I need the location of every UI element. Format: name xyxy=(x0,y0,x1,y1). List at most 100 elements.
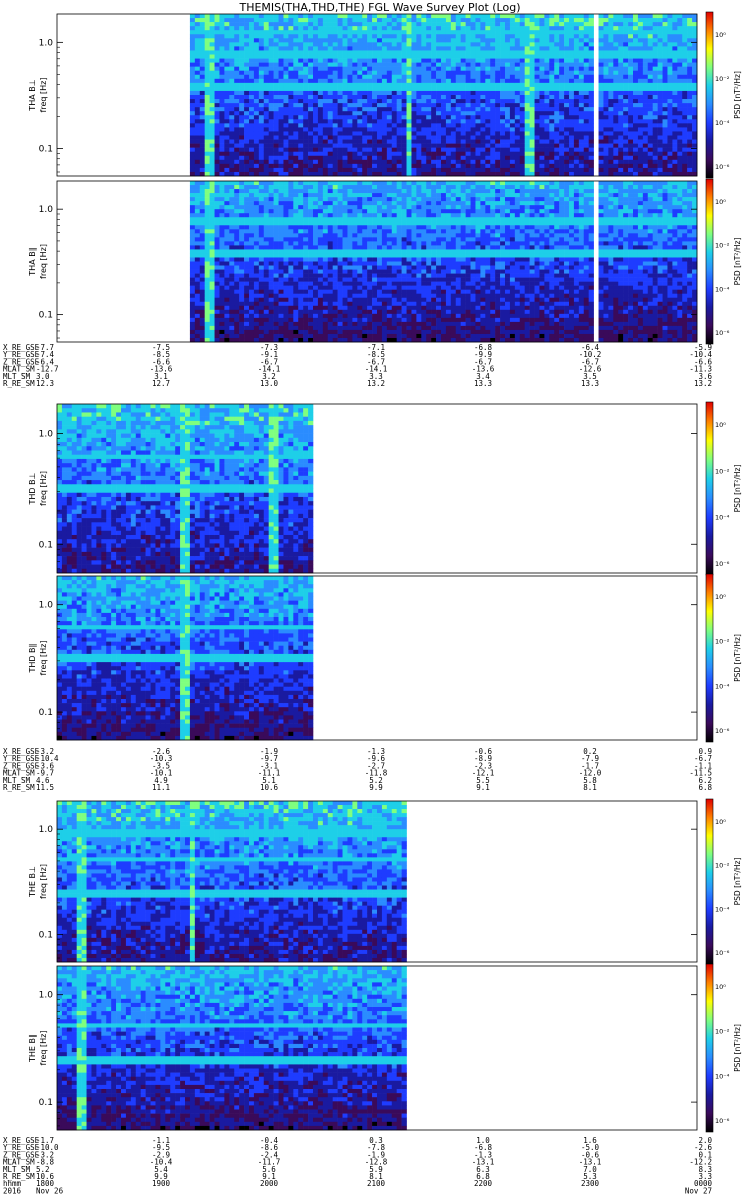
heatmap-cell xyxy=(234,152,239,156)
heatmap-cell xyxy=(446,156,451,160)
heatmap-cell xyxy=(648,55,653,59)
heatmap-cell xyxy=(539,152,544,156)
heatmap-cell xyxy=(224,314,229,318)
heatmap-cell xyxy=(584,111,589,115)
heatmap-cell xyxy=(421,67,426,71)
heatmap-cell xyxy=(441,99,446,103)
heatmap-cell xyxy=(333,18,338,22)
heatmap-cell xyxy=(549,67,554,71)
heatmap-cell xyxy=(520,55,525,59)
heatmap-cell xyxy=(259,103,264,107)
heatmap-cell xyxy=(633,119,638,123)
heatmap-cell xyxy=(367,99,372,103)
heatmap-cell xyxy=(244,318,249,322)
heatmap-cell xyxy=(456,140,461,144)
heatmap-cell xyxy=(254,241,259,245)
heatmap-cell xyxy=(603,71,608,75)
heatmap-cell xyxy=(249,318,254,322)
heatmap-cell xyxy=(471,26,476,30)
heatmap-cell xyxy=(254,290,259,294)
heatmap-cell xyxy=(274,127,279,131)
heatmap-cell xyxy=(643,127,648,131)
heatmap-cell xyxy=(613,30,618,34)
heatmap-cell xyxy=(269,205,274,209)
heatmap-cell xyxy=(387,123,392,127)
heatmap-cell xyxy=(559,46,564,50)
heatmap-cell xyxy=(411,83,416,87)
heatmap-cell xyxy=(544,18,549,22)
heatmap-cell xyxy=(525,140,530,144)
heatmap-cell xyxy=(298,123,303,127)
heatmap-cell xyxy=(687,55,692,59)
heatmap-cell xyxy=(402,87,407,91)
heatmap-cell xyxy=(328,87,333,91)
heatmap-cell xyxy=(416,59,421,63)
heatmap-cell xyxy=(283,91,288,95)
heatmap-cell xyxy=(441,136,446,140)
heatmap-cell xyxy=(244,181,249,185)
heatmap-cell xyxy=(603,152,608,156)
heatmap-cell xyxy=(190,310,195,314)
heatmap-cell xyxy=(589,26,594,30)
heatmap-cell xyxy=(446,119,451,123)
heatmap-cell xyxy=(343,46,348,50)
heatmap-cell xyxy=(544,14,549,18)
heatmap-cell xyxy=(254,55,259,59)
heatmap-cell xyxy=(200,213,205,217)
heatmap-cell xyxy=(589,148,594,152)
heatmap-cell xyxy=(613,103,618,107)
heatmap-cell xyxy=(658,156,663,160)
heatmap-cell xyxy=(411,71,416,75)
heatmap-cell xyxy=(421,144,426,148)
heatmap-cell xyxy=(653,14,658,18)
heatmap-cell xyxy=(279,55,284,59)
heatmap-cell xyxy=(564,38,569,42)
heatmap-cell xyxy=(343,131,348,135)
heatmap-cell xyxy=(357,156,362,160)
heatmap-cell xyxy=(279,79,284,83)
heatmap-cell xyxy=(239,18,244,22)
heatmap-cell xyxy=(190,75,195,79)
heatmap-cell xyxy=(274,42,279,46)
heatmap-cell xyxy=(535,152,540,156)
heatmap-cell xyxy=(392,160,397,164)
heatmap-cell xyxy=(382,71,387,75)
heatmap-cell xyxy=(613,160,618,164)
heatmap-cell xyxy=(466,136,471,140)
heatmap-cell xyxy=(500,103,505,107)
heatmap-cell xyxy=(539,107,544,111)
heatmap-cell xyxy=(215,193,220,197)
heatmap-cell xyxy=(510,164,515,168)
heatmap-cell xyxy=(407,46,412,50)
heatmap-cell xyxy=(288,282,293,286)
heatmap-cell xyxy=(210,302,215,306)
heatmap-cell xyxy=(249,119,254,123)
heatmap-cell xyxy=(308,38,313,42)
heatmap-cell xyxy=(599,152,604,156)
heatmap-cell xyxy=(190,164,195,168)
heatmap-cell xyxy=(653,152,658,156)
heatmap-cell xyxy=(362,63,367,67)
heatmap-cell xyxy=(352,115,357,119)
heatmap-cell xyxy=(239,140,244,144)
heatmap-cell xyxy=(239,131,244,135)
heatmap-cell xyxy=(210,334,215,338)
heatmap-cell xyxy=(530,71,535,75)
heatmap-cell xyxy=(456,50,461,54)
heatmap-cell xyxy=(392,63,397,67)
heatmap-cell xyxy=(397,123,402,127)
heatmap-cell xyxy=(456,156,461,160)
heatmap-cell xyxy=(692,42,697,46)
heatmap-cell xyxy=(490,131,495,135)
heatmap-cell xyxy=(520,22,525,26)
heatmap-cell xyxy=(323,160,328,164)
heatmap-cell xyxy=(579,140,584,144)
heatmap-cell xyxy=(328,95,333,99)
heatmap-cell xyxy=(343,71,348,75)
heatmap-cell xyxy=(357,18,362,22)
heatmap-cell xyxy=(254,225,259,229)
heatmap-cell xyxy=(229,22,234,26)
heatmap-cell xyxy=(269,237,274,241)
heatmap-cell xyxy=(298,71,303,75)
